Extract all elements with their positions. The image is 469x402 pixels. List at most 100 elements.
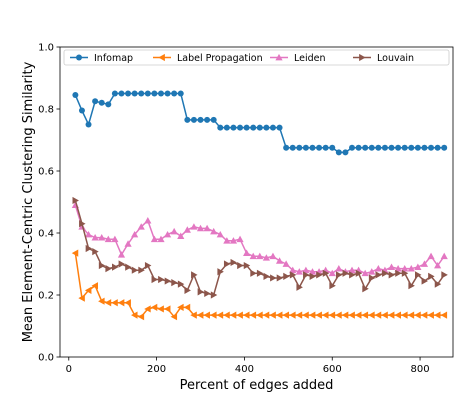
legend-label-label-propagation: Label Propagation	[177, 53, 263, 64]
y-axis-ticks: 0.0 0.2 0.4 0.6 0.8 1.0	[38, 43, 60, 364]
data-point-louvain	[296, 283, 303, 291]
y-axis-label: Mean Element-Centric Clustering Similari…	[21, 61, 36, 342]
data-point-label-propagation	[91, 282, 99, 290]
data-point-infomap	[441, 144, 448, 151]
data-point-louvain	[382, 269, 389, 277]
data-point-infomap	[157, 90, 164, 97]
data-point-label-propagation	[414, 311, 421, 319]
data-point-infomap	[276, 124, 283, 131]
data-point-louvain	[210, 291, 218, 299]
data-point-infomap	[250, 124, 257, 131]
data-point-leiden	[243, 249, 251, 257]
data-point-infomap	[243, 124, 250, 131]
data-point-infomap	[237, 124, 244, 131]
data-point-label-propagation	[275, 311, 283, 319]
data-point-louvain	[289, 271, 297, 279]
data-point-louvain	[421, 277, 429, 285]
x-tick-label: 600	[323, 364, 342, 375]
data-point-infomap	[190, 116, 197, 123]
data-point-louvain	[329, 282, 336, 290]
data-point-infomap	[421, 144, 428, 151]
data-point-leiden	[223, 237, 231, 244]
legend-item-label-propagation: Label Propagation	[153, 53, 263, 64]
data-point-label-propagation	[216, 311, 224, 319]
data-point-louvain	[368, 274, 376, 282]
series-line-infomap	[74, 92, 445, 154]
data-point-label-propagation	[322, 311, 329, 319]
data-point-label-propagation	[71, 249, 79, 257]
data-point-label-propagation	[170, 313, 178, 321]
data-point-louvain	[309, 272, 317, 280]
data-point-leiden	[368, 268, 376, 275]
y-tick-label: 1.0	[38, 43, 54, 54]
legend-item-infomap: Infomap	[70, 53, 133, 64]
data-point-leiden	[308, 268, 317, 275]
data-point-louvain	[270, 274, 277, 282]
data-point-leiden	[98, 234, 106, 241]
data-point-leiden	[295, 268, 303, 275]
data-point-infomap	[408, 144, 415, 151]
data-point-label-propagation	[269, 311, 276, 319]
data-point-label-propagation	[137, 313, 145, 321]
data-point-leiden	[196, 224, 205, 232]
data-point-label-propagation	[374, 311, 382, 319]
data-point-louvain	[276, 274, 284, 282]
data-point-infomap	[118, 90, 125, 97]
data-point-infomap	[296, 144, 303, 151]
data-point-label-propagation	[177, 303, 184, 311]
data-point-louvain	[414, 271, 422, 279]
data-point-leiden	[203, 224, 211, 232]
data-point-infomap	[164, 90, 171, 97]
data-point-leiden	[434, 261, 442, 269]
series-line-louvain	[74, 200, 445, 296]
data-point-label-propagation	[308, 311, 316, 319]
data-point-infomap	[368, 144, 375, 151]
data-point-infomap	[316, 144, 323, 151]
data-point-louvain	[105, 265, 112, 273]
data-point-infomap	[302, 144, 309, 151]
data-point-infomap	[269, 124, 276, 131]
data-point-louvain	[138, 266, 145, 274]
data-point-label-propagation	[434, 311, 441, 319]
data-point-label-propagation	[262, 311, 270, 319]
data-point-infomap	[204, 116, 211, 123]
data-point-infomap	[322, 144, 329, 151]
legend-marker-infomap	[76, 54, 82, 61]
data-point-louvain	[223, 260, 231, 268]
data-point-louvain	[408, 282, 415, 290]
data-point-infomap	[138, 90, 145, 97]
data-point-infomap	[210, 116, 217, 123]
data-point-label-propagation	[157, 305, 164, 313]
data-point-louvain	[243, 261, 251, 270]
data-point-leiden	[262, 254, 270, 261]
data-point-leiden	[249, 252, 257, 260]
data-point-infomap	[105, 101, 112, 108]
data-point-leiden	[394, 265, 402, 272]
data-point-louvain	[237, 261, 244, 270]
x-tick-label: 200	[147, 364, 166, 375]
data-point-leiden	[144, 217, 152, 224]
data-point-infomap	[171, 90, 178, 97]
data-point-leiden	[282, 260, 290, 267]
data-point-infomap	[144, 90, 151, 97]
data-point-infomap	[184, 116, 191, 123]
data-point-louvain	[401, 269, 409, 277]
data-point-leiden	[91, 234, 99, 241]
data-point-label-propagation	[78, 294, 85, 302]
legend-marker-leiden	[275, 53, 283, 61]
data-point-louvain	[375, 271, 382, 279]
data-point-louvain	[204, 289, 211, 298]
data-point-leiden	[177, 232, 185, 239]
data-point-leiden	[427, 252, 435, 260]
data-point-label-propagation	[104, 299, 112, 307]
data-point-louvain	[118, 260, 126, 268]
data-point-louvain	[164, 277, 172, 285]
legend-label-louvain: Louvain	[377, 53, 414, 64]
data-point-louvain	[428, 272, 435, 280]
y-tick-label: 0.6	[38, 167, 54, 178]
data-point-louvain	[283, 272, 290, 280]
data-point-louvain	[79, 220, 86, 228]
data-point-louvain	[177, 280, 185, 288]
data-point-label-propagation	[381, 311, 388, 319]
